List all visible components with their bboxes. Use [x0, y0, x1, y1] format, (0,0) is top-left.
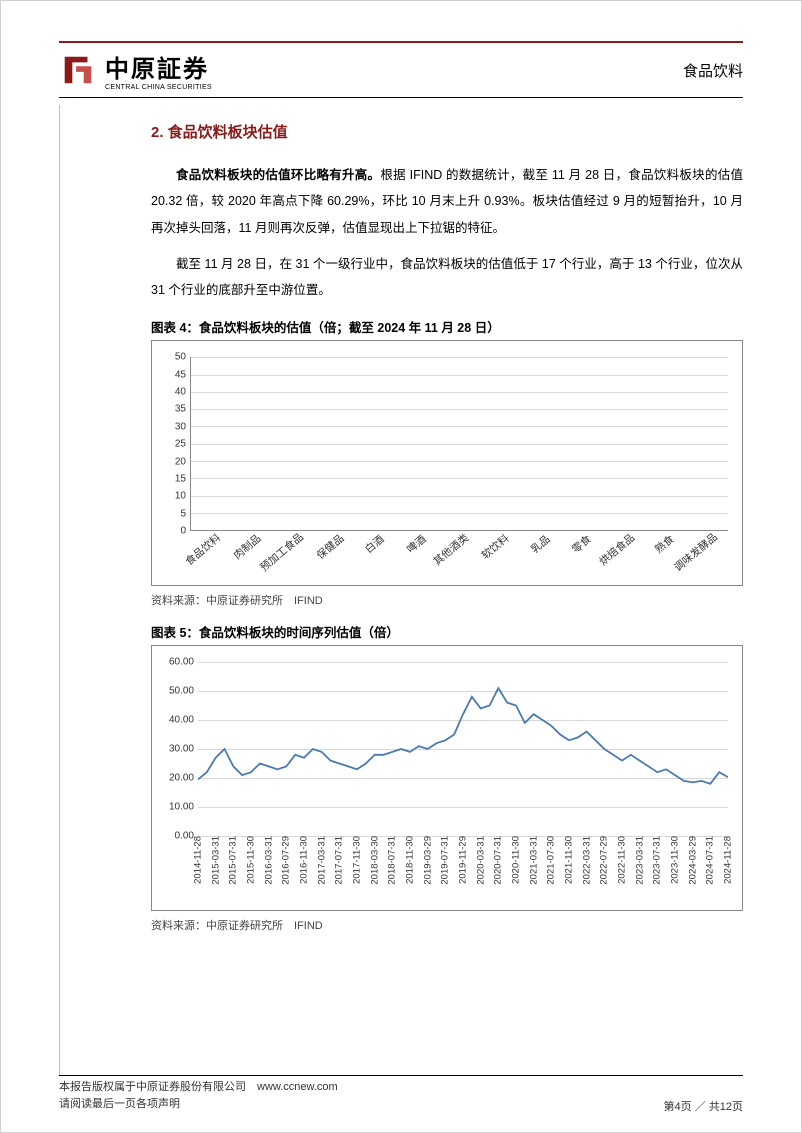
chart5-xtick: 2024-11-28 — [723, 836, 734, 884]
chart4-ytick: 5 — [160, 508, 186, 519]
chart5-xtick: 2016-07-29 — [281, 836, 292, 885]
chart5-xtick: 2017-07-31 — [334, 836, 345, 885]
chart4-xtick: 熟食 — [652, 532, 678, 557]
chart4-xtick: 啤酒 — [403, 532, 429, 557]
paragraph-2: 截至 11 月 28 日，在 31 个一级行业中，食品饮料板块的估值低于 17 … — [151, 251, 743, 304]
chart5-xtick: 2017-03-31 — [316, 836, 327, 885]
footer-notice: 请阅读最后一页各项声明 — [59, 1096, 338, 1114]
logo-en: CENTRAL CHINA SECURITIES — [105, 84, 212, 91]
chart5-xtick: 2021-07-30 — [546, 836, 557, 885]
chart4-ytick: 10 — [160, 491, 186, 502]
chart4-xtick: 软饮料 — [479, 531, 513, 563]
chart5-xtick: 2023-03-31 — [634, 836, 645, 885]
chart5-source: 资料来源：中原证券研究所 IFIND — [151, 917, 743, 933]
chart4-xtick: 白酒 — [362, 532, 388, 557]
chart5-box: 2014-11-28 2015-03-31 2015-07-31 2015-11-30… — [151, 645, 743, 911]
chart5-title: 图表 5：食品饮料板块的时间序列估值（倍） — [151, 622, 743, 641]
chart5-xtick: 2016-11-30 — [299, 836, 310, 884]
chart4-ytick: 30 — [160, 421, 186, 432]
chart5-xtick: 2024-03-29 — [687, 836, 698, 885]
chart4-box: 食品饮料肉制品预加工食品保健品白酒啤酒其他酒类软饮料乳品零食烘焙食品熟食调味发酵… — [151, 340, 743, 586]
chart4-ytick: 20 — [160, 456, 186, 467]
chart5-ytick: 0.00 — [160, 831, 194, 842]
chart5-xtick: 2023-07-31 — [652, 836, 663, 885]
chart4-xtick: 零食 — [569, 532, 595, 557]
logo-icon — [59, 51, 97, 89]
chart4-source: 资料来源：中原证券研究所 IFIND — [151, 592, 743, 608]
chart4-ytick: 15 — [160, 474, 186, 485]
chart4-ytick: 40 — [160, 387, 186, 398]
chart5-xtick: 2020-11-30 — [511, 836, 522, 884]
chart5-xtick: 2022-07-29 — [599, 836, 610, 885]
chart5-ytick: 50.00 — [160, 686, 194, 697]
chart4-ytick: 50 — [160, 352, 186, 363]
footer-copyright: 本报告版权属于中原证券股份有限公司 www.ccnew.com — [59, 1079, 338, 1097]
chart5-xtick: 2019-07-31 — [440, 836, 451, 885]
chart5-xtick: 2019-11-29 — [458, 836, 469, 884]
chart4-xtick: 食品饮料 — [182, 531, 224, 569]
chart5-xtick: 2020-07-31 — [493, 836, 504, 885]
logo-cn: 中原証券 — [105, 49, 212, 84]
chart5-ytick: 40.00 — [160, 715, 194, 726]
chart5-xtick: 2015-11-30 — [246, 836, 257, 884]
chart4-xtick: 保健品 — [313, 531, 347, 563]
chart5-xtick: 2016-03-31 — [263, 836, 274, 885]
chart4-ytick: 35 — [160, 404, 186, 415]
chart5-xtick: 2017-11-30 — [352, 836, 363, 884]
chart5-xtick: 2018-07-31 — [387, 836, 398, 885]
chart5-ytick: 60.00 — [160, 657, 194, 668]
chart4-plot: 食品饮料肉制品预加工食品保健品白酒啤酒其他酒类软饮料乳品零食烘焙食品熟食调味发酵… — [160, 351, 734, 581]
chart5-xtick: 2020-03-31 — [475, 836, 486, 885]
chart5-xtick: 2021-03-31 — [528, 836, 539, 885]
chart5-xtick: 2019-03-29 — [422, 836, 433, 885]
chart5-xtick: 2024-07-31 — [705, 836, 716, 885]
chart4-xtick: 肉制品 — [230, 531, 264, 563]
section-title: 2. 食品饮料板块估值 — [151, 121, 743, 142]
chart5-xtick: 2018-03-30 — [369, 836, 380, 885]
chart5-xtick: 2022-03-31 — [581, 836, 592, 885]
chart5-xtick: 2015-03-31 — [210, 836, 221, 885]
chart5-xtick: 2022-11-30 — [617, 836, 628, 884]
chart5-xtick: 2015-07-31 — [228, 836, 239, 885]
chart4-ytick: 25 — [160, 439, 186, 450]
footer-page: 第4页 ／ 共12页 — [664, 1098, 743, 1114]
chart5-ytick: 10.00 — [160, 802, 194, 813]
chart5-xtick: 2014-11-28 — [193, 836, 204, 884]
chart5-xtick: 2023-11-30 — [670, 836, 681, 884]
chart5-xtick: 2018-11-30 — [405, 836, 416, 884]
chart5-ytick: 20.00 — [160, 773, 194, 784]
chart4-ytick: 0 — [160, 526, 186, 537]
paragraph-1: 食品饮料板块的估值环比略有升高。根据 IFIND 的数据统计，截至 11 月 2… — [151, 162, 743, 241]
chart4-xtick: 乳品 — [527, 532, 553, 557]
chart5-plot: 2014-11-28 2015-03-31 2015-07-31 2015-11-30… — [160, 656, 734, 906]
chart4-ytick: 45 — [160, 369, 186, 380]
chart5-line — [198, 688, 728, 784]
doc-category: 食品饮料 — [683, 60, 743, 81]
chart5-xtick: 2021-11-30 — [564, 836, 575, 884]
chart5-ytick: 30.00 — [160, 744, 194, 755]
logo: 中原証券 CENTRAL CHINA SECURITIES — [59, 49, 212, 91]
p1-lead: 食品饮料板块的估值环比略有升高。 — [176, 168, 380, 182]
chart4-title: 图表 4：食品饮料板块的估值（倍；截至 2024 年 11 月 28 日） — [151, 317, 743, 336]
